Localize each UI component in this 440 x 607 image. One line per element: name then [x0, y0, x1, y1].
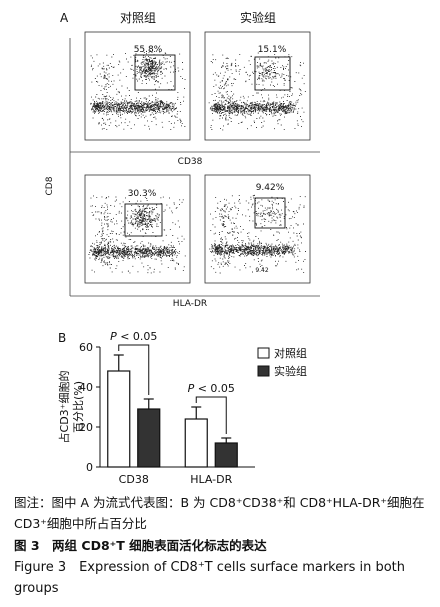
figure-title-en: Figure 3 Expression of CD8⁺T cells surfa… — [14, 560, 406, 596]
x-label: HLA-DR — [173, 299, 207, 309]
column-title: 对照组 — [120, 11, 156, 25]
event-dots — [209, 194, 306, 274]
flow-plot — [204, 31, 311, 141]
y-tick-label: 20 — [79, 421, 93, 434]
bar — [107, 370, 131, 468]
gate-label: 55.8% — [134, 45, 163, 55]
plot-frame — [204, 31, 311, 141]
bar-chart: 0 20 40 60 占CD3⁺细胞的 百分比(%) CD38 HLA-DR P < 0.05 P… — [57, 330, 307, 486]
panel-label: A — [60, 11, 69, 25]
legend-label: 对照组 — [274, 346, 307, 360]
y-tick-label: 40 — [79, 381, 93, 394]
figure: A 对照组 实验组 CD38 HLA-DR CD8 55.8% 15.1% 30… — [45, 10, 320, 486]
figure-note: 图注：图中 A 为流式代表图：B 为 CD8⁺CD38⁺和 CD8⁺HLA-DR… — [14, 495, 425, 531]
y-label: 百分比(%) — [72, 381, 85, 433]
y-label: CD8 — [45, 176, 55, 195]
y-tick-label: 60 — [79, 341, 93, 354]
gate — [254, 197, 286, 229]
gate — [134, 54, 176, 91]
bar — [214, 442, 238, 468]
figure-title-cn: 图 3 两组 CD8⁺T 细胞表面活化标志的表达 — [14, 538, 267, 553]
y-label: 占CD3⁺细胞的 — [57, 371, 71, 444]
x-tick-label: CD38 — [119, 473, 149, 486]
y-tick-label: 0 — [86, 461, 93, 474]
legend-label: 实验组 — [274, 364, 307, 378]
event-dots — [90, 50, 186, 131]
legend-swatch — [257, 365, 270, 377]
plot-frame — [84, 31, 191, 141]
gate-label: 9.42% — [256, 183, 285, 193]
gate-label: 15.1% — [258, 45, 287, 55]
bar — [184, 418, 208, 468]
plot-note: 9.42 — [255, 267, 269, 274]
flow-plot — [84, 31, 191, 141]
bar — [137, 408, 161, 468]
legend-swatch — [257, 347, 270, 359]
x-tick-label: HLA-DR — [190, 473, 232, 486]
column-title: 实验组 — [240, 10, 276, 25]
significance-bracket — [118, 344, 150, 395]
significance-bracket — [195, 396, 227, 434]
gate-label: 30.3% — [128, 189, 157, 199]
x-label: CD38 — [178, 157, 203, 167]
significance-label: P < 0.05 — [188, 382, 235, 395]
flow-plot — [204, 174, 311, 284]
flow-plots — [84, 31, 311, 284]
event-dots — [88, 194, 186, 274]
plot-frame — [204, 174, 311, 284]
significance-label: P < 0.05 — [110, 330, 157, 343]
event-dots — [208, 52, 306, 131]
flow-plot — [84, 174, 191, 284]
gate — [124, 203, 163, 237]
panel-label: B — [58, 331, 66, 345]
gate — [254, 56, 291, 91]
